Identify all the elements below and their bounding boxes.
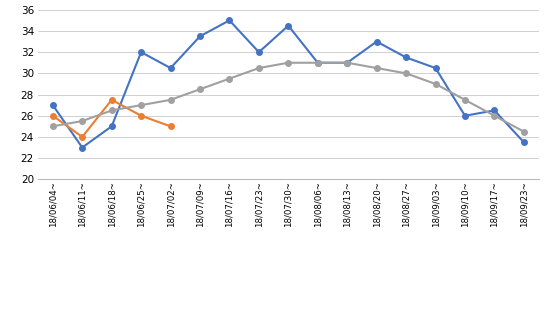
2018 xyxy=(226,19,233,22)
平年値(℃) xyxy=(491,114,498,118)
2019 xyxy=(79,135,85,139)
平年値(℃) xyxy=(373,66,380,70)
2019 xyxy=(108,98,115,102)
2018 xyxy=(344,61,350,65)
2019 xyxy=(50,114,56,118)
平年値(℃) xyxy=(197,87,203,91)
平年値(℃) xyxy=(285,61,292,65)
2018 xyxy=(79,145,85,149)
2018 xyxy=(108,124,115,128)
Line: 平年値(℃): 平年値(℃) xyxy=(50,60,527,134)
平年値(℃) xyxy=(256,66,262,70)
平年値(℃) xyxy=(403,71,409,75)
2018 xyxy=(432,66,439,70)
2018 xyxy=(521,140,527,144)
2018 xyxy=(491,109,498,112)
2018 xyxy=(138,50,144,54)
平年値(℃) xyxy=(314,61,321,65)
2019 xyxy=(168,124,174,128)
2018 xyxy=(314,61,321,65)
2018 xyxy=(168,66,174,70)
2018 xyxy=(462,114,468,118)
2018 xyxy=(50,103,56,107)
2018 xyxy=(285,24,292,28)
平年値(℃) xyxy=(521,130,527,134)
2018 xyxy=(403,55,409,59)
平年値(℃) xyxy=(226,77,233,81)
2018 xyxy=(256,50,262,54)
平年値(℃) xyxy=(79,119,85,123)
平年値(℃) xyxy=(344,61,350,65)
平年値(℃) xyxy=(462,98,468,102)
平年値(℃) xyxy=(432,82,439,86)
平年値(℃) xyxy=(168,98,174,102)
平年値(℃) xyxy=(108,109,115,112)
2019 xyxy=(138,114,144,118)
Line: 2019: 2019 xyxy=(50,97,174,140)
2018 xyxy=(373,39,380,43)
2018 xyxy=(197,34,203,38)
Line: 2018: 2018 xyxy=(50,18,527,150)
平年値(℃) xyxy=(50,124,56,128)
平年値(℃) xyxy=(138,103,144,107)
